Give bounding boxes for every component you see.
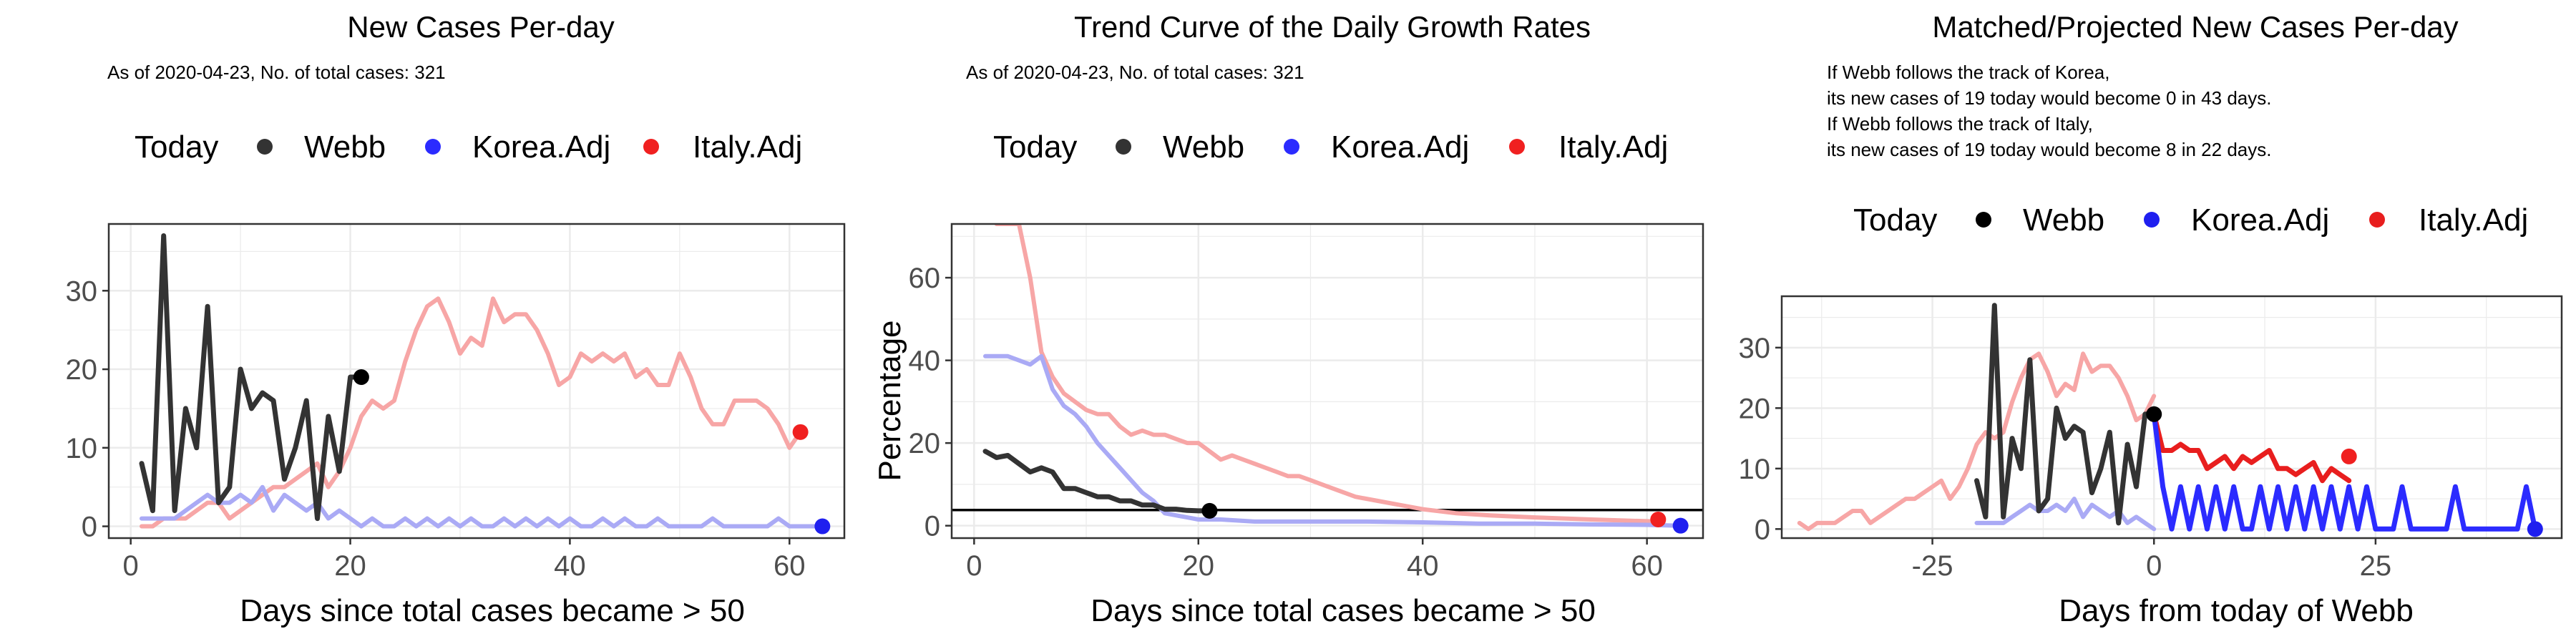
plot-area: 0 20 40 60 0 20 40 60 bbox=[909, 223, 1704, 582]
series-group bbox=[139, 233, 825, 529]
series-line-korea-adj-projected bbox=[2151, 411, 2538, 532]
y-tick-label: 0 bbox=[82, 512, 97, 543]
plot-border bbox=[107, 223, 846, 540]
x-tick-label: 60 bbox=[1631, 550, 1663, 582]
x-tick-label: 0 bbox=[966, 550, 982, 582]
x-tick-label: 40 bbox=[554, 550, 586, 582]
today-point-webb bbox=[2146, 406, 2162, 422]
x-tick-label: 40 bbox=[1407, 550, 1439, 582]
legend-label-korea: Korea.Adj bbox=[2191, 203, 2329, 238]
legend-title: Today bbox=[135, 130, 218, 165]
series-line-italy-adj-projected bbox=[2151, 411, 2352, 484]
series-group bbox=[982, 224, 1683, 528]
x-axis-label: Days since total cases became > 50 bbox=[240, 593, 745, 628]
x-tick-label: 25 bbox=[2360, 550, 2392, 582]
legend-label-italy: Italy.Adj bbox=[693, 130, 802, 165]
legend-marker-webb bbox=[257, 139, 273, 155]
chart-subtitle: As of 2020-04-23, No. of total cases: 32… bbox=[107, 62, 446, 83]
x-tick-label: 20 bbox=[334, 550, 366, 582]
chart-subtitle-line-1: If Webb follows the track of Korea, bbox=[1827, 62, 2109, 83]
x-axis-label: Days since total cases became > 50 bbox=[1091, 593, 1596, 628]
x-tick-label: -25 bbox=[1912, 550, 1953, 582]
series-line-korea-adj bbox=[983, 353, 1683, 528]
legend: Today Webb Korea.Adj Italy.Adj bbox=[135, 130, 802, 165]
plot-area: 0 20 40 60 0 10 20 30 bbox=[66, 223, 846, 582]
legend: Today Webb Korea.Adj Italy.Adj bbox=[1853, 203, 2528, 238]
legend-marker-webb bbox=[1976, 212, 1991, 228]
legend-marker-italy bbox=[2369, 212, 2385, 228]
y-tick-label: 20 bbox=[66, 354, 98, 386]
today-point-webb bbox=[1201, 502, 1218, 519]
legend-label-webb: Webb bbox=[1163, 130, 1244, 165]
today-point-korea-adj bbox=[1672, 517, 1689, 534]
chart-title: Matched/Projected New Cases Per-day bbox=[1932, 10, 2458, 44]
legend-title: Today bbox=[993, 130, 1077, 165]
x-tick-label: 0 bbox=[2146, 550, 2162, 582]
plot-area: -25 0 25 0 10 20 30 bbox=[1739, 295, 2563, 582]
y-tick-label: 0 bbox=[924, 511, 940, 542]
today-point-italy-adj bbox=[792, 424, 809, 440]
y-tick-label: 10 bbox=[1739, 454, 1771, 485]
chart-subtitle-line-4: its new cases of 19 today would become 8… bbox=[1827, 139, 2271, 160]
x-tick-label: 20 bbox=[1183, 550, 1215, 582]
y-tick-label: 20 bbox=[909, 428, 941, 459]
series-line-korea-adj bbox=[1974, 497, 2157, 532]
today-point-italy-adj bbox=[2341, 448, 2357, 464]
plot-border bbox=[950, 223, 1704, 540]
legend-label-webb: Webb bbox=[304, 130, 386, 165]
legend-label-korea: Korea.Adj bbox=[472, 130, 610, 165]
x-tick-label: 60 bbox=[774, 550, 806, 582]
chart-subtitle-line-3: If Webb follows the track of Italy, bbox=[1827, 113, 2093, 135]
legend-marker-italy bbox=[1509, 139, 1525, 155]
series-line-italy-adj bbox=[1797, 351, 2157, 532]
series-line-webb bbox=[982, 449, 1212, 514]
x-axis-label: Days from today of Webb bbox=[2059, 593, 2414, 628]
series-line-italy-adj bbox=[994, 224, 1661, 524]
chart-title: Trend Curve of the Daily Growth Rates bbox=[1074, 10, 1591, 44]
series-group bbox=[1797, 303, 2538, 532]
legend: Today Webb Korea.Adj Italy.Adj bbox=[993, 130, 1668, 165]
today-point-italy-adj bbox=[1650, 512, 1667, 528]
today-point-korea-adj bbox=[2527, 521, 2543, 537]
chart-subtitle: As of 2020-04-23, No. of total cases: 32… bbox=[966, 62, 1304, 83]
today-point-korea-adj bbox=[814, 518, 831, 535]
x-tick-label: 0 bbox=[123, 550, 139, 582]
legend-marker-webb bbox=[1116, 139, 1131, 155]
series-line-webb bbox=[139, 233, 364, 522]
chart-subtitle-line-2: its new cases of 19 today would become 0… bbox=[1827, 87, 2271, 109]
legend-label-italy: Italy.Adj bbox=[2419, 203, 2528, 238]
y-tick-label: 30 bbox=[66, 275, 98, 307]
legend-title: Today bbox=[1853, 203, 1937, 238]
panel-growth-rates: Trend Curve of the Daily Growth Rates As… bbox=[872, 10, 1704, 628]
panel-projected-cases: Matched/Projected New Cases Per-day If W… bbox=[1739, 10, 2563, 628]
plot-border bbox=[1780, 295, 2563, 540]
y-tick-label: 30 bbox=[1739, 333, 1771, 364]
chart-title: New Cases Per-day bbox=[347, 10, 614, 44]
y-tick-label: 10 bbox=[66, 433, 98, 464]
legend-label-korea: Korea.Adj bbox=[1331, 130, 1469, 165]
y-tick-label: 20 bbox=[1739, 393, 1771, 424]
series-line-korea-adj bbox=[140, 484, 825, 529]
legend-label-italy: Italy.Adj bbox=[1558, 130, 1668, 165]
legend-marker-korea bbox=[2144, 212, 2160, 228]
y-tick-label: 60 bbox=[909, 263, 941, 294]
series-line-webb bbox=[1974, 303, 2157, 526]
y-tick-label: 0 bbox=[1755, 514, 1770, 545]
legend-marker-korea bbox=[1284, 139, 1299, 155]
legend-marker-korea bbox=[425, 139, 441, 155]
y-axis-label: Percentage bbox=[872, 320, 907, 481]
today-point-webb bbox=[353, 369, 369, 386]
legend-label-webb: Webb bbox=[2023, 203, 2104, 238]
y-tick-label: 40 bbox=[909, 346, 941, 377]
legend-marker-italy bbox=[643, 139, 659, 155]
panel-new-cases: New Cases Per-day As of 2020-04-23, No. … bbox=[66, 10, 846, 628]
